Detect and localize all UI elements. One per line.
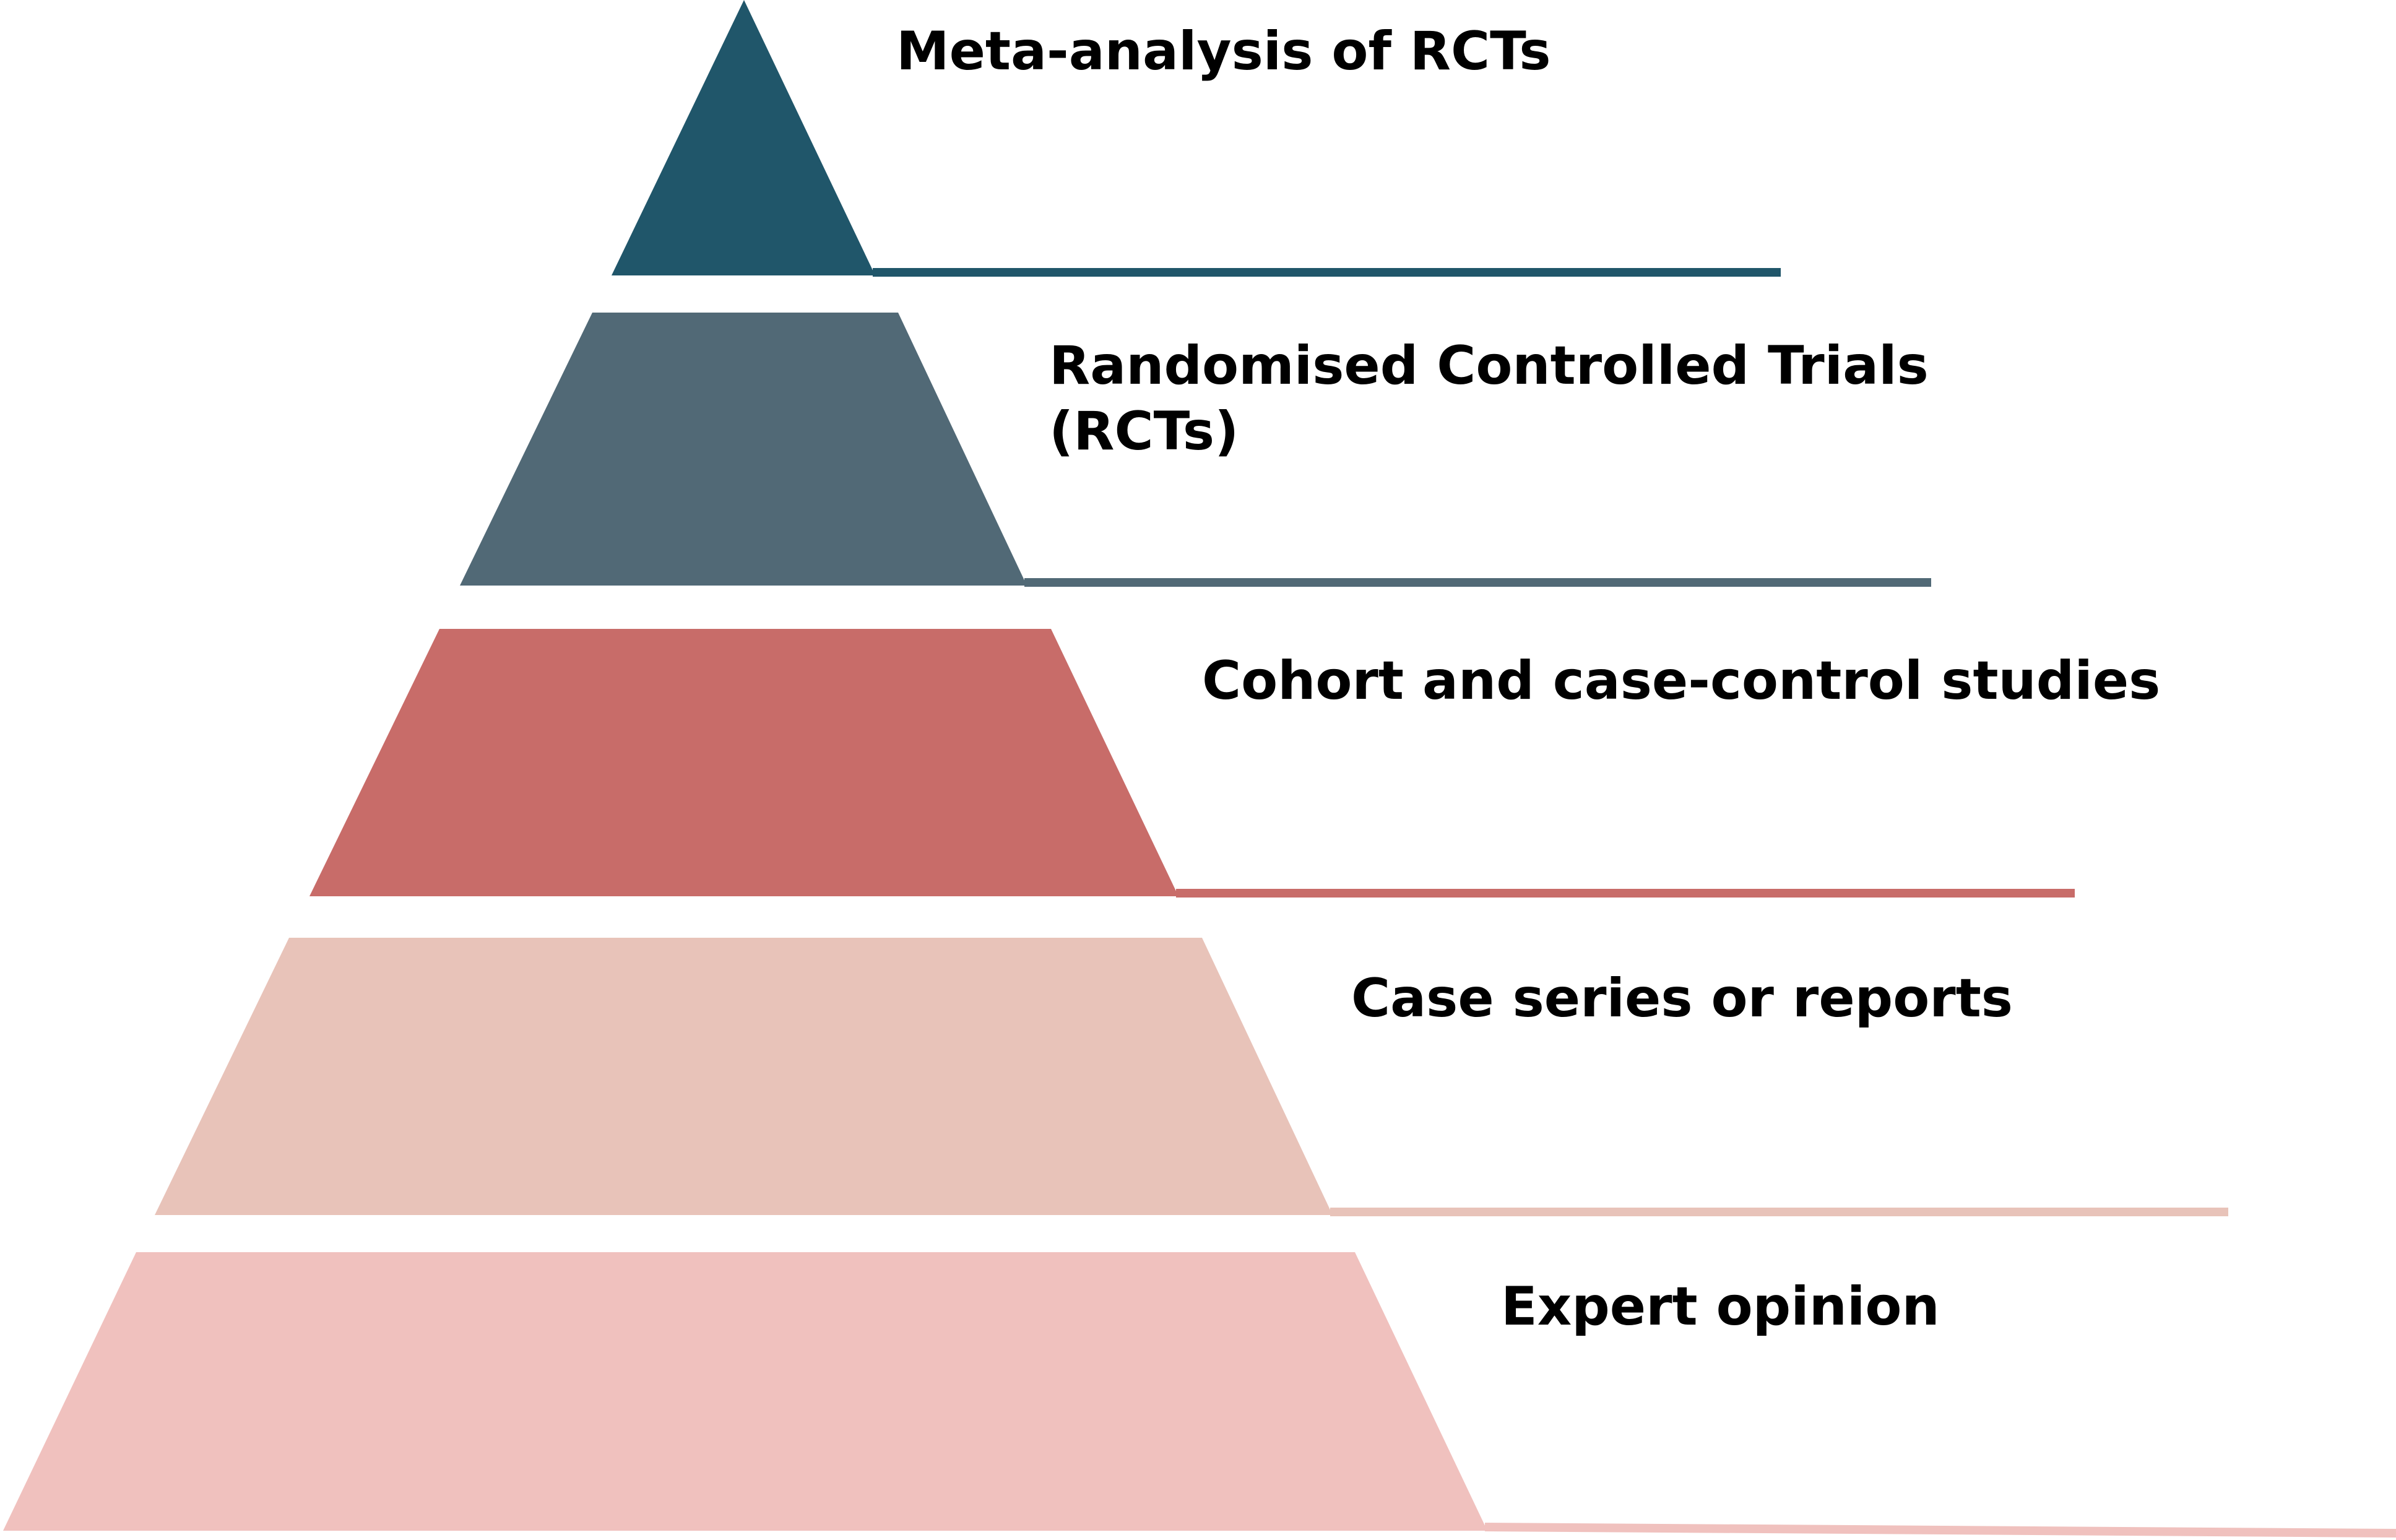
pyramid-level-3: Cohort and case-control studies [309, 629, 2160, 898]
level-label-4-line-1: Case series or reports [1351, 967, 2013, 1029]
level-label-4: Case series or reports [1351, 967, 2013, 1029]
level-label-3: Cohort and case-control studies [1202, 650, 2160, 712]
level-label-2: Randomised Controlled Trials (RCTs) [1049, 335, 1947, 462]
pyramid-level-2: Randomised Controlled Trials (RCTs) [460, 313, 1947, 587]
level-label-5-line-1: Expert opinion [1501, 1276, 1940, 1338]
pyramid-segment-5 [3, 1252, 1487, 1531]
pyramid-level-1: Meta-analysis of RCTs [612, 0, 1781, 277]
level-label-3-line-1: Cohort and case-control studies [1202, 650, 2160, 712]
level-label-2-line-2: (RCTs) [1049, 400, 1239, 462]
level-label-5: Expert opinion [1501, 1276, 1940, 1338]
level-label-2-line-1: Randomised Controlled Trials [1049, 335, 1929, 397]
level-label-1: Meta-analysis of RCTs [896, 20, 1551, 82]
level-label-1-line-1: Meta-analysis of RCTs [896, 20, 1551, 82]
pyramid-segment-1 [612, 0, 875, 275]
pyramid-level-5: Expert opinion [3, 1252, 2396, 1538]
pyramid-segment-4 [155, 938, 1333, 1215]
pyramid-level-4: Case series or reports [155, 938, 2228, 1216]
leader-line-5 [1484, 1523, 2396, 1538]
pyramid-segment-2 [460, 313, 1027, 586]
pyramid-segment-3 [309, 629, 1179, 896]
